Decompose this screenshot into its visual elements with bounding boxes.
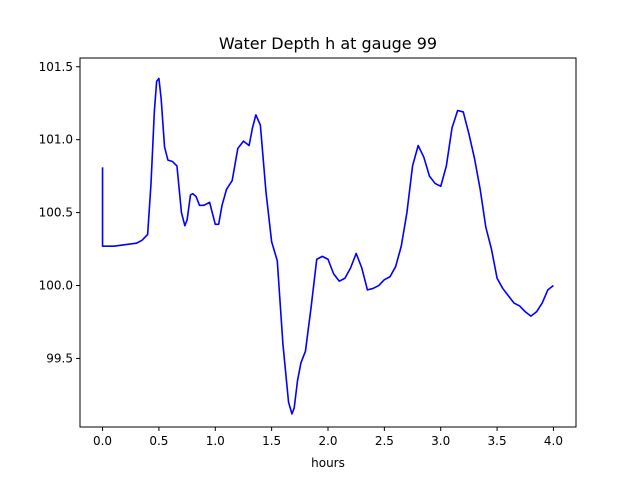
y-tick-label: 101.5 [39, 60, 73, 74]
x-axis-label: hours [311, 456, 345, 470]
plot-area: 0.0 0.5 1.0 1.5 2.0 2.5 3.0 3.5 4.0 99.5 100.0 100.… [39, 57, 577, 448]
y-tick-label: 99.5 [46, 351, 73, 365]
x-tick-label: 3.0 [431, 434, 450, 448]
x-tick-label: 2.5 [375, 434, 394, 448]
y-tick-label: 100.5 [39, 206, 73, 220]
x-tick-label: 0.5 [149, 434, 168, 448]
x-tick-label: 4.0 [544, 434, 563, 448]
x-tick-label: 2.0 [318, 434, 337, 448]
y-tick-label: 101.0 [39, 133, 73, 147]
x-tick-label: 1.0 [206, 434, 225, 448]
y-tick-label: 100.0 [39, 279, 73, 293]
chart-title: Water Depth h at gauge 99 [219, 34, 437, 53]
series-line-1 [101, 77, 554, 415]
x-tick-label: 1.5 [262, 434, 281, 448]
x-tick-label: 0.0 [93, 434, 112, 448]
x-tick-label: 3.5 [488, 434, 507, 448]
